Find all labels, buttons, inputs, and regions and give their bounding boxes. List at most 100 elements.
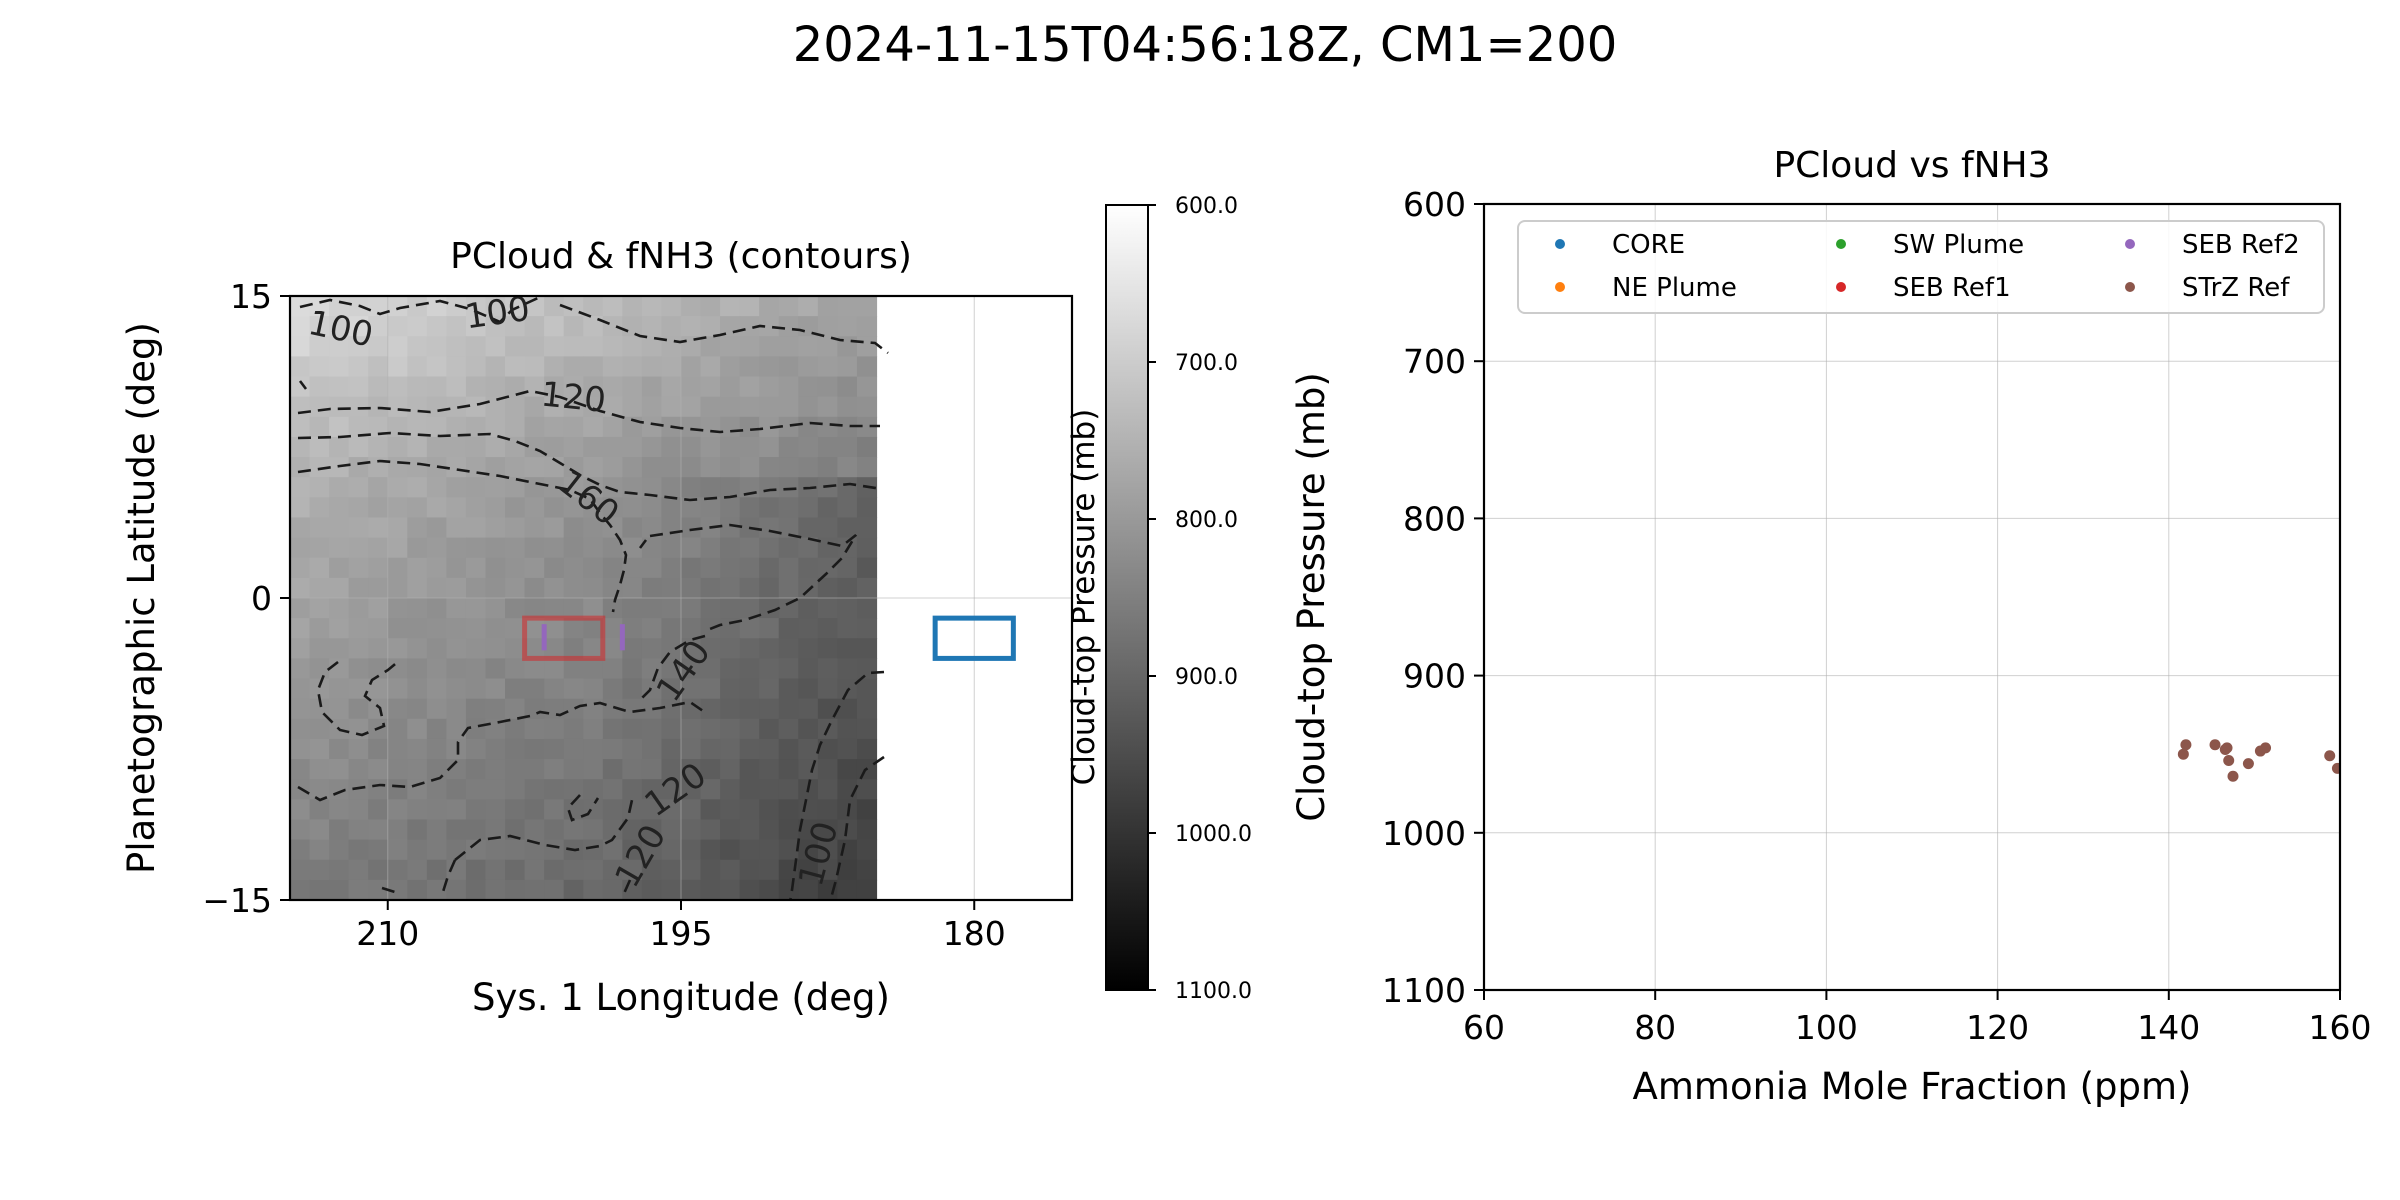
heatmap-cell (563, 618, 584, 639)
heatmap-cell (681, 658, 702, 680)
heatmap-cell (426, 718, 447, 740)
heatmap-cell (505, 537, 526, 559)
heatmap-cell (563, 658, 584, 680)
legend-marker (2125, 282, 2135, 292)
heatmap-cell (798, 376, 819, 398)
heatmap-cell (563, 638, 584, 659)
heatmap-cell (368, 577, 389, 599)
heatmap-cell (544, 497, 565, 519)
heatmap-cell (524, 839, 545, 861)
heatmap-cell (622, 477, 643, 498)
heatmap-cell (759, 356, 780, 378)
heatmap-cell (387, 759, 408, 780)
heatmap-cell (348, 738, 369, 760)
heatmap-cell (348, 718, 369, 740)
heatmap-cell (856, 457, 878, 478)
heatmap-cell (641, 497, 663, 519)
heatmap-cell (290, 416, 311, 438)
heatmap-cell (309, 638, 330, 659)
heatmap-cell (661, 577, 682, 599)
contour-line (559, 303, 889, 355)
heatmap-cell (329, 517, 350, 539)
heatmap-cell (602, 436, 623, 458)
heatmap-cell (817, 799, 838, 821)
heatmap-cell (622, 638, 643, 659)
heatmap-cell (426, 557, 447, 579)
heatmap-cell (837, 517, 858, 539)
heatmap-cell (720, 658, 741, 680)
heatmap-cell (700, 537, 721, 559)
heatmap-cell (641, 698, 663, 720)
heatmap-cell (407, 356, 428, 378)
contour-line (381, 886, 399, 895)
heatmap-cell (426, 759, 447, 780)
heatmap-cell (485, 336, 506, 357)
heatmap-cell (348, 356, 369, 378)
heatmap-cell (426, 477, 447, 498)
scatter-panel: PCloud vs fNH3 60 80 100 120 140 160 600 700 80… (1290, 145, 2372, 1108)
heatmap-cell (583, 316, 604, 337)
y-tick-label: 600 (1403, 185, 1466, 224)
region-box (522, 615, 606, 661)
heatmap-cell (700, 759, 721, 780)
heatmap-cell (563, 316, 584, 337)
heatmap-cell (837, 738, 858, 760)
heatmap-cell (661, 457, 682, 478)
heatmap-cell (309, 598, 330, 619)
heatmap-cell (856, 557, 878, 579)
heatmap-cell (720, 819, 741, 841)
heatmap-cell (407, 638, 428, 659)
heatmap-cell (387, 416, 408, 438)
heatmap-cell (407, 316, 428, 337)
heatmap-cell (524, 336, 545, 357)
legend-frame (1517, 220, 2325, 314)
heatmap-cell (583, 759, 604, 780)
heatmap-cell (465, 336, 487, 357)
heatmap-cell (505, 759, 526, 780)
heatmap-cell (348, 477, 369, 498)
heatmap-cell (778, 638, 799, 659)
heatmap-cell (485, 416, 506, 438)
heatmap-cell (309, 678, 330, 700)
heatmap-cell (290, 396, 311, 418)
heatmap-cell (505, 356, 526, 378)
heatmap-cell (348, 819, 369, 841)
heatmap-cell (583, 839, 604, 861)
heatmap-cell (563, 779, 584, 800)
heatmap-cell (446, 879, 467, 900)
heatmap-cell (837, 759, 858, 780)
heatmap-cell (524, 799, 545, 821)
heatmap-cell (465, 779, 487, 800)
heatmap-cell (290, 638, 311, 659)
heatmap-cell (778, 296, 799, 317)
heatmap-cell (700, 718, 721, 740)
heatmap-cell (798, 396, 819, 418)
heatmap-cell (505, 497, 526, 519)
heatmap-cell (368, 477, 389, 498)
heatmap-cell (465, 678, 487, 700)
heatmap-cell (524, 859, 545, 881)
heatmap-cell (798, 618, 819, 639)
heatmap-cell (739, 396, 760, 418)
heatmap-cell (739, 819, 760, 841)
heatmap-cell (544, 678, 565, 700)
heatmap-cell (426, 396, 447, 418)
heatmap-cell (681, 779, 702, 800)
heatmap-cell (661, 779, 682, 800)
heatmap-cell (720, 557, 741, 579)
heatmap-cell (856, 497, 878, 519)
contour-line (297, 431, 883, 502)
heatmap-cell (817, 517, 838, 539)
heatmap-cell (798, 839, 819, 861)
heatmap-cell (446, 376, 467, 398)
heatmap-cell (739, 839, 760, 861)
heatmap-cell (602, 638, 623, 659)
heatmap-cell (700, 316, 721, 337)
heatmap-cell (700, 658, 721, 680)
heatmap-cell (602, 678, 623, 700)
heatmap-cell (759, 738, 780, 760)
heatmap-cell (290, 658, 311, 680)
heatmap-cell (661, 436, 682, 458)
heatmap-cell (426, 819, 447, 841)
heatmap-cell (485, 436, 506, 458)
